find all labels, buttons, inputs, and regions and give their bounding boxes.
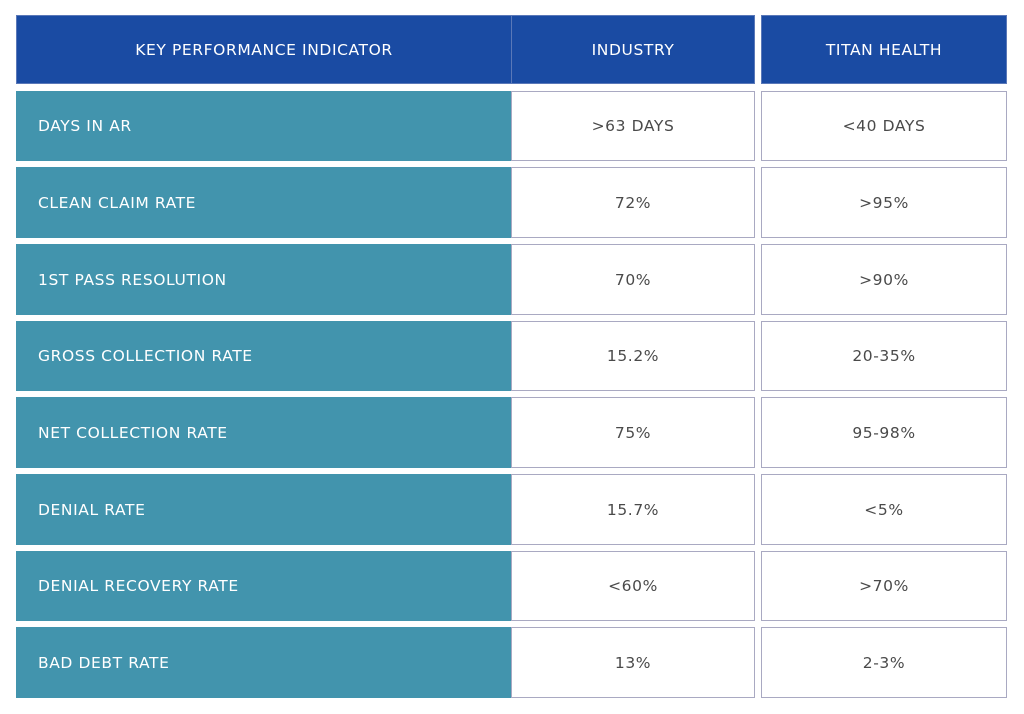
row-label: NET COLLECTION RATE xyxy=(16,397,512,468)
row-label: DENIAL RATE xyxy=(16,474,512,545)
titan-value: >95% xyxy=(761,167,1007,238)
row-label: GROSS COLLECTION RATE xyxy=(16,321,512,391)
header-titan-health: TITAN HEALTH xyxy=(761,15,1007,84)
titan-value: <40 DAYS xyxy=(761,91,1007,161)
industry-value: 72% xyxy=(511,167,755,238)
industry-value: 15.2% xyxy=(511,321,755,391)
titan-value: 95-98% xyxy=(761,397,1007,468)
industry-value: 75% xyxy=(511,397,755,468)
row-label: DAYS IN AR xyxy=(16,91,512,161)
titan-value: >90% xyxy=(761,244,1007,315)
industry-value: >63 DAYS xyxy=(511,91,755,161)
row-label: DENIAL RECOVERY RATE xyxy=(16,551,512,621)
titan-value: 2-3% xyxy=(761,627,1007,698)
titan-value: >70% xyxy=(761,551,1007,621)
titan-value: <5% xyxy=(761,474,1007,545)
header-industry: INDUSTRY xyxy=(511,15,755,84)
industry-value: 13% xyxy=(511,627,755,698)
row-label: 1ST PASS RESOLUTION xyxy=(16,244,512,315)
industry-value: 70% xyxy=(511,244,755,315)
industry-value: 15.7% xyxy=(511,474,755,545)
row-label: CLEAN CLAIM RATE xyxy=(16,167,512,238)
header-kpi: KEY PERFORMANCE INDICATOR xyxy=(16,15,512,84)
titan-value: 20-35% xyxy=(761,321,1007,391)
row-label: BAD DEBT RATE xyxy=(16,627,512,698)
industry-value: <60% xyxy=(511,551,755,621)
